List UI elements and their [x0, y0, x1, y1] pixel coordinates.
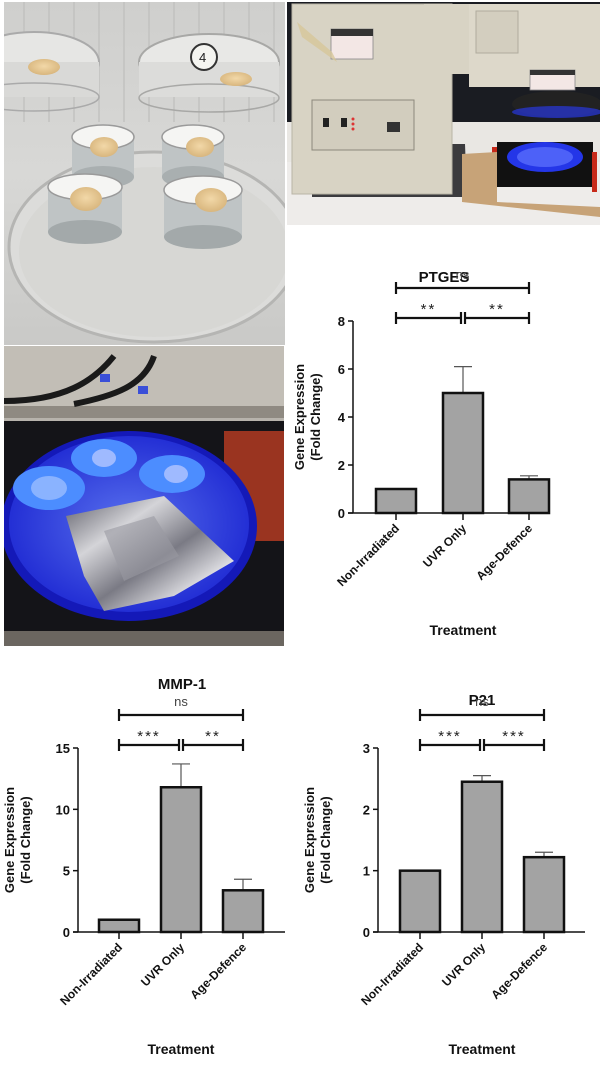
- x-tick-label: Non-Irradiated: [358, 940, 426, 1008]
- significance-label: **: [205, 728, 221, 745]
- significance-label: ns: [475, 694, 489, 709]
- bar: [398, 869, 442, 934]
- y-tick-label: 0: [338, 506, 345, 521]
- x-tick-label: Age-Defence: [473, 521, 535, 583]
- y-tick-label: 1: [363, 864, 370, 879]
- y-tick-label: 5: [63, 864, 70, 879]
- chart-mmp1: MMP-1 0 5 10 15 Non-Irradiated UVR Only Age-De…: [0, 665, 300, 1065]
- y-tick-label: 2: [363, 802, 370, 817]
- y-tick-label: 4: [338, 410, 346, 425]
- chart-title: P21: [469, 692, 496, 709]
- bar: [374, 487, 418, 515]
- y-tick-label: 0: [363, 925, 370, 940]
- chart-title: PTGES: [419, 269, 470, 286]
- significance-label: **: [489, 301, 505, 318]
- significance-label: **: [421, 301, 437, 318]
- y-tick-label: 3: [363, 741, 370, 756]
- photo-uv-apparatus: [287, 2, 600, 225]
- x-axis-label: Treatment: [449, 1041, 516, 1057]
- x-tick-label: UVR Only: [439, 940, 488, 989]
- y-axis-label: (Fold Change): [18, 796, 33, 883]
- significance-label: ***: [438, 728, 462, 745]
- x-tick-label: Age-Defence: [187, 940, 249, 1002]
- y-axis-label: Gene Expression: [292, 364, 307, 470]
- significance-label: ns: [456, 267, 470, 282]
- x-axis-label: Treatment: [430, 622, 497, 638]
- x-tick-label: UVR Only: [420, 521, 469, 570]
- y-tick-label: 6: [338, 362, 345, 377]
- bar: [522, 855, 566, 934]
- photo-tissue-samples: 4: [4, 2, 285, 345]
- y-tick-label: 2: [338, 458, 345, 473]
- y-tick-label: 8: [338, 314, 345, 329]
- x-tick-label: UVR Only: [138, 940, 187, 989]
- y-axis-label: Gene Expression: [2, 787, 17, 893]
- bar: [460, 780, 504, 934]
- bar: [507, 478, 551, 515]
- x-tick-label: Age-Defence: [488, 940, 550, 1002]
- y-tick-label: 10: [56, 802, 70, 817]
- y-axis-label: Gene Expression: [302, 787, 317, 893]
- bar: [441, 391, 485, 515]
- chart-ptges: PTGES 0 2 4 6 8 Non-Irradiated UVR Only Age-Def…: [290, 258, 600, 648]
- y-axis-label: (Fold Change): [318, 796, 333, 883]
- significance-label: ***: [137, 728, 161, 745]
- svg-text:4: 4: [199, 50, 206, 65]
- x-tick-label: Non-Irradiated: [334, 521, 402, 589]
- bar: [159, 786, 203, 934]
- chart-title: MMP-1: [158, 676, 206, 693]
- y-axis-label: (Fold Change): [308, 373, 323, 460]
- chart-p21: P21 0 1 2 3 Non-Irradiated UVR Only Age-Defenc…: [300, 665, 600, 1065]
- bar: [221, 889, 265, 934]
- y-tick-label: 15: [56, 741, 70, 756]
- significance-label: ns: [174, 694, 188, 709]
- x-tick-label: Non-Irradiated: [57, 940, 125, 1008]
- y-tick-label: 0: [63, 925, 70, 940]
- x-axis-label: Treatment: [148, 1041, 215, 1057]
- bar: [97, 918, 141, 934]
- significance-label: ***: [502, 728, 526, 745]
- photo-irradiated-dish: [4, 346, 284, 646]
